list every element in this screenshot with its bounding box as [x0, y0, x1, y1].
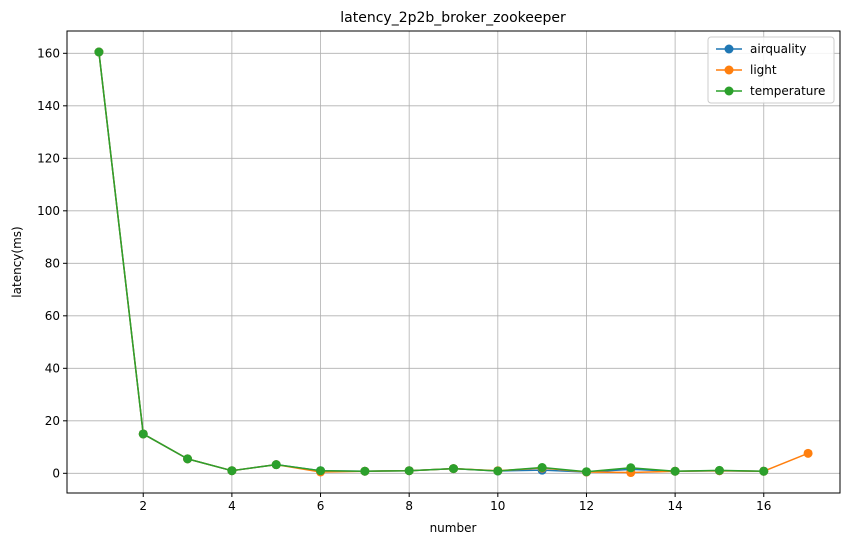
x-tick-label: 12	[579, 499, 594, 513]
legend-marker	[724, 86, 734, 96]
legend: airquality light temperature	[707, 36, 835, 104]
data-point-temperature	[316, 466, 326, 476]
y-tick-label: 40	[45, 361, 60, 375]
y-tick-label: 100	[37, 204, 60, 218]
data-point-temperature	[360, 466, 370, 476]
data-point-temperature	[537, 463, 547, 473]
legend-marker	[724, 44, 734, 54]
data-point-temperature	[670, 466, 680, 476]
plot-frame	[66, 30, 841, 494]
legend-label: light	[750, 63, 777, 77]
data-point-temperature	[227, 466, 237, 476]
data-point-light	[803, 448, 813, 458]
legend-box	[707, 36, 835, 104]
x-axis-label: number	[430, 521, 477, 535]
data-point-temperature	[271, 460, 281, 470]
data-point-temperature	[759, 466, 769, 476]
series-line-temperature	[98, 51, 764, 473]
data-point-temperature	[404, 466, 414, 476]
x-tick-label: 6	[317, 499, 325, 513]
y-tick-label: 120	[37, 151, 60, 165]
grid	[67, 31, 840, 493]
data-point-temperature	[138, 429, 148, 439]
y-tick-label: 20	[45, 414, 60, 428]
data-point-temperature	[449, 464, 458, 474]
series-light	[94, 47, 813, 478]
data-point-temperature	[626, 463, 636, 473]
series-airquality	[94, 47, 769, 477]
data-point-temperature	[183, 454, 193, 464]
data-point-temperature	[714, 465, 724, 475]
y-tick-label: 140	[37, 99, 60, 113]
legend-label: temperature	[750, 84, 825, 98]
legend-item-temperature: temperature	[716, 84, 825, 98]
x-tick-label: 4	[228, 499, 236, 513]
series-line-light	[98, 51, 809, 474]
x-tick-label: 16	[756, 499, 771, 513]
y-axis-label: latency(ms)	[10, 226, 24, 297]
chart-title: latency_2p2b_broker_zookeeper	[340, 10, 566, 26]
x-tick-label: 8	[405, 499, 413, 513]
y-tick-label: 160	[37, 46, 60, 60]
series-group	[94, 47, 813, 478]
y-tick-label: 0	[52, 466, 60, 480]
x-tick-label: 10	[490, 499, 505, 513]
x-tick-label: 14	[667, 499, 682, 513]
y-tick-label: 60	[45, 309, 60, 323]
data-point-temperature	[581, 467, 591, 477]
y-tick-label: 80	[45, 256, 60, 270]
legend-label: airquality	[750, 42, 806, 56]
data-point-temperature	[493, 466, 503, 476]
y-axis-ticks: 0 20 40 60 80 100 120 140 160	[37, 46, 67, 480]
x-tick-label: 2	[139, 499, 147, 513]
legend-marker	[724, 65, 734, 75]
data-point-temperature	[94, 47, 104, 57]
series-line-airquality	[98, 51, 764, 473]
series-temperature	[94, 47, 769, 477]
legend-item-light: light	[716, 63, 777, 77]
x-axis-ticks: 2 4 6 8 10 12 14 16	[139, 493, 771, 513]
legend-item-airquality: airquality	[716, 42, 806, 56]
